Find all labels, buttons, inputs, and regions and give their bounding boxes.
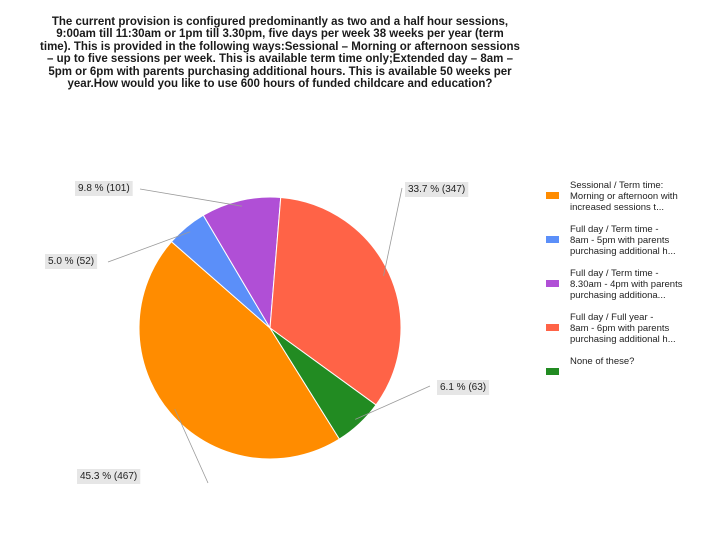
- slice-label-background: [437, 380, 490, 395]
- slice-leader-line: [383, 187, 403, 276]
- slice-leader-line: [107, 231, 191, 263]
- legend-label: Full day / Term time - 8.30am - 4pm with…: [570, 268, 683, 301]
- legend-item[interactable]: Full day / Term time - 8am - 5pm with pa…: [546, 224, 716, 257]
- legend-label: Sessional / Term time: Morning or aftern…: [570, 180, 678, 213]
- slice-data-label: 5.0 % (52): [48, 256, 94, 267]
- pie-slice[interactable]: [138, 240, 341, 460]
- slice-label-background: [77, 469, 141, 484]
- slice-data-label: 33.7 % (347): [408, 184, 465, 195]
- legend-swatch: [546, 236, 559, 243]
- legend-label: Full day / Term time - 8am - 5pm with pa…: [570, 224, 676, 257]
- legend-item[interactable]: None of these?: [546, 356, 716, 375]
- slice-data-label: 6.1 % (63): [440, 382, 486, 393]
- legend-swatch: [546, 324, 559, 331]
- legend: Sessional / Term time: Morning or aftern…: [546, 180, 716, 378]
- slice-data-label: 45.3 % (467): [80, 471, 137, 482]
- slice-label-background: [405, 182, 469, 197]
- legend-item[interactable]: Full day / Term time - 8.30am - 4pm with…: [546, 268, 716, 301]
- pie-slice[interactable]: [269, 196, 402, 406]
- legend-label: Full day / Full year - 8am - 6pm with pa…: [570, 312, 676, 345]
- pie-slice[interactable]: [269, 327, 377, 440]
- pie-slice[interactable]: [202, 196, 282, 330]
- slice-leader-line: [139, 188, 243, 207]
- legend-swatch: [546, 368, 559, 375]
- slice-label-background: [45, 254, 98, 269]
- slice-label-background: [75, 181, 133, 196]
- chart-title: The current provision is configured pred…: [40, 16, 520, 91]
- slice-leader-line: [174, 408, 209, 484]
- slice-leader-line: [355, 385, 431, 420]
- legend-item[interactable]: Full day / Full year - 8am - 6pm with pa…: [546, 312, 716, 345]
- legend-swatch: [546, 192, 559, 199]
- legend-swatch: [546, 280, 559, 287]
- legend-label: None of these?: [570, 356, 635, 367]
- legend-item[interactable]: Sessional / Term time: Morning or aftern…: [546, 180, 716, 213]
- slice-data-label: 9.8 % (101): [78, 183, 130, 194]
